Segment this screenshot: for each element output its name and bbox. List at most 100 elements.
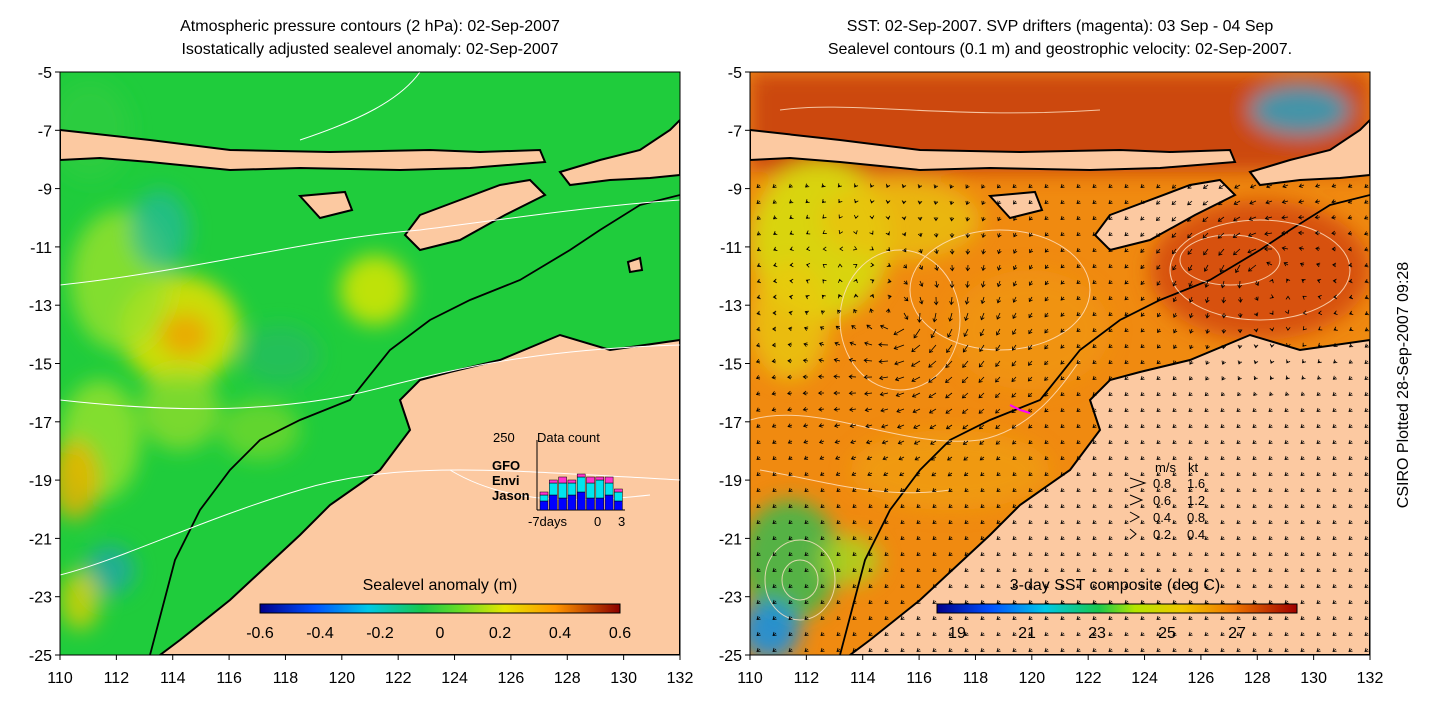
- velocity-legend-ms: 0.2: [1153, 527, 1171, 542]
- data-count-bar: [567, 494, 577, 511]
- data-count-xlabel-end: 3: [618, 514, 625, 529]
- right-map: [750, 72, 1370, 655]
- left-x-tick-label: 132: [667, 670, 694, 687]
- data-count-xlabel-zero: 0: [594, 514, 601, 529]
- velocity-legend-kt: 0.4: [1187, 527, 1205, 542]
- left-x-tick-label: 114: [160, 670, 186, 687]
- left-colorbar-label: Sealevel anomaly (m): [363, 577, 518, 594]
- right-colorbar-tick: 21: [1018, 625, 1036, 642]
- svp-drifter-track: [1009, 404, 1031, 414]
- right-x-tick-label: 122: [1075, 670, 1102, 687]
- left-x-tick-label: 112: [104, 670, 130, 687]
- left-x-tick-label: 130: [610, 670, 637, 687]
- velocity-legend-kt: 1.6: [1187, 476, 1205, 491]
- right-colorbar: 3-day SST composite (deg C) 19 21 23 25 27: [936, 577, 1298, 642]
- left-colorbar-tick: 0.4: [549, 625, 571, 642]
- left-colorbar: Sealevel anomaly (m) -0.6 -0.4 -0.2 0 0.2 0.4…: [246, 577, 631, 642]
- left-y-tick-label: -13: [29, 298, 52, 315]
- data-count-bar: [558, 476, 567, 484]
- left-x-tick-label: 124: [441, 670, 468, 687]
- data-count-bar: [539, 500, 549, 511]
- right-y-tick-label: -21: [719, 531, 742, 548]
- data-count-bar: [604, 494, 614, 511]
- velocity-legend-arrow: [1129, 511, 1141, 523]
- data-count-bar: [567, 479, 577, 484]
- right-x-tick-label: 112: [794, 670, 820, 687]
- left-y-tick-label: -5: [38, 65, 52, 82]
- left-x-tick-label: 110: [47, 670, 73, 687]
- geostrophic-velocity-arrows: [755, 183, 1370, 652]
- right-colorbar-tick: 23: [1088, 625, 1106, 642]
- right-colorbar-ramp: [936, 603, 1298, 614]
- data-count-bar: [539, 491, 549, 496]
- left-y-tick-label: -15: [29, 357, 52, 374]
- left-colorbar-tick: 0: [436, 625, 445, 642]
- right-y-tick-label: -11: [720, 240, 742, 257]
- right-y-tick-label: -23: [719, 590, 742, 607]
- data-count-bar: [595, 497, 605, 511]
- right-x-tick-label: 124: [1131, 670, 1158, 687]
- data-count-bar: [595, 476, 605, 481]
- right-y-tick-label: -17: [719, 415, 742, 432]
- left-y-tick-label: -17: [29, 415, 52, 432]
- left-y-tick-label: -7: [38, 123, 52, 140]
- left-x-tick-label: 120: [328, 670, 355, 687]
- right-bathymetry-contour: [839, 194, 1370, 655]
- right-sealevel-contours: [750, 106, 1351, 621]
- data-count-xlabel-start: -7days: [528, 514, 568, 529]
- left-x-tick-label: 128: [554, 670, 581, 687]
- left-y-tick-label: -21: [29, 531, 52, 548]
- right-title-line2: Sealevel contours (0.1 m) and geostrophi…: [827, 41, 1293, 58]
- right-y-tick-label: -13: [719, 298, 742, 315]
- left-y-tick-label: -25: [29, 648, 52, 665]
- data-count-bar: [586, 482, 595, 499]
- left-y-tick-label: -11: [30, 240, 52, 257]
- data-count-bar: [604, 476, 614, 484]
- right-x-tick-label: 130: [1300, 670, 1327, 687]
- left-title-line2: Isostatically adjusted sealevel anomaly:…: [181, 41, 559, 58]
- right-colorbar-tick: 27: [1228, 625, 1246, 642]
- right-x-tick-label: 126: [1188, 670, 1215, 687]
- legend-gfo: GFO: [492, 458, 520, 473]
- credit-text: CSIRO Plotted 28-Sep-2007 09:28: [1395, 261, 1412, 509]
- left-colorbar-tick: 0.2: [489, 625, 511, 642]
- left-map: [60, 72, 680, 655]
- left-y-tick-label: -23: [29, 590, 52, 607]
- data-count-bar: [614, 500, 623, 511]
- left-x-tick-label: 126: [498, 670, 525, 687]
- right-x-tick-label: 132: [1357, 670, 1384, 687]
- velocity-legend-ms: 0.4: [1153, 510, 1171, 525]
- velocity-legend-ms: 0.6: [1153, 493, 1171, 508]
- data-count-title: Data count: [537, 430, 600, 445]
- left-x-tick-label: 116: [216, 670, 242, 687]
- velocity-legend-kt: 0.8: [1187, 510, 1205, 525]
- data-count-bar: [604, 482, 614, 496]
- velocity-legend-header-kt: kt: [1188, 460, 1199, 475]
- legend-jason: Jason: [492, 488, 530, 503]
- data-count-bar: [549, 494, 558, 511]
- left-x-tick-label: 122: [385, 670, 412, 687]
- velocity-legend-header-ms: m/s: [1155, 460, 1176, 475]
- left-x-tick-label: 118: [273, 670, 299, 687]
- right-y-tick-label: -19: [719, 473, 742, 490]
- data-count-bar: [558, 482, 567, 499]
- right-x-tick-label: 116: [906, 670, 932, 687]
- right-y-tick-label: -5: [728, 65, 742, 82]
- right-x-tick-label: 110: [737, 670, 763, 687]
- right-y-tick-label: -7: [728, 123, 742, 140]
- right-y-tick-label: -9: [728, 182, 742, 199]
- data-count-bar: [614, 488, 623, 493]
- data-count-bar: [576, 473, 586, 478]
- data-count-bar: [549, 479, 558, 484]
- right-x-tick-label: 120: [1018, 670, 1045, 687]
- left-colorbar-tick: -0.2: [366, 625, 394, 642]
- velocity-legend: m/s kt 0.8 1.6 0.6 1.2 0.4 0.8 0.2 0.4: [1129, 460, 1205, 542]
- right-y-tick-label: -15: [719, 357, 742, 374]
- left-land: [60, 118, 680, 655]
- right-title-line1: SST: 02-Sep-2007. SVP drifters (magenta)…: [846, 18, 1274, 35]
- right-x-tick-label: 114: [850, 670, 876, 687]
- right-colorbar-tick: 25: [1158, 625, 1176, 642]
- data-count-bar: [614, 491, 623, 502]
- left-y-tick-label: -9: [38, 182, 52, 199]
